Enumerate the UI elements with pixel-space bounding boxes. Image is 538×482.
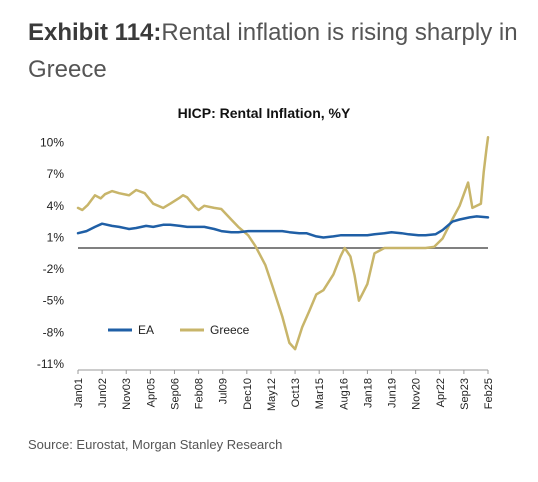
source-note: Source: Eurostat, Morgan Stanley Researc… <box>28 437 283 452</box>
exhibit-title: Rental inflation is rising sharply in Gr… <box>28 19 518 83</box>
y-tick-label: 7% <box>47 167 65 181</box>
y-tick-label: -11% <box>37 357 64 371</box>
x-tick-label: Apr05 <box>145 378 157 407</box>
x-tick-label: Jun02 <box>97 378 109 408</box>
x-tick-label: Jan18 <box>362 378 374 408</box>
x-tick-label: Nov03 <box>121 378 133 410</box>
x-tick-label: Aug16 <box>338 378 350 410</box>
x-tick-label: Nov20 <box>411 378 423 410</box>
x-tick-label: Feb25 <box>483 378 495 409</box>
x-tick-label: May12 <box>266 378 278 411</box>
rental-inflation-chart: HICP: Rental Inflation, %Y 10% 7% 4% 1% -2% -… <box>37 105 495 411</box>
legend-ea-label: EA <box>138 323 154 337</box>
x-tick-label: Sep06 <box>169 378 181 410</box>
x-tick-label: Dec10 <box>242 378 254 410</box>
series-line-greece <box>76 136 490 351</box>
exhibit-label: Exhibit 114: <box>28 19 162 46</box>
legend: EA Greece <box>108 323 250 337</box>
exhibit-heading: Exhibit 114:Rental inflation is rising s… <box>28 14 528 88</box>
legend-greece-label: Greece <box>210 323 250 337</box>
x-tick-label: Sep23 <box>459 378 471 410</box>
x-axis: Jan01 Jun02 Nov03 Apr05 Sep06 Feb08 Jul09 Dec10… <box>73 369 495 411</box>
y-tick-label: -2% <box>43 262 65 276</box>
series-line-ea <box>76 215 490 239</box>
y-axis: 10% 7% 4% 1% -2% -5% -8% -11% <box>37 136 64 371</box>
x-tick-label: Jul09 <box>218 378 230 404</box>
y-tick-label: -8% <box>43 325 65 339</box>
x-tick-label: Apr22 <box>435 378 447 407</box>
x-tick-label: Mar15 <box>314 378 326 409</box>
y-tick-label: 1% <box>47 230 65 244</box>
y-tick-label: 4% <box>47 199 65 213</box>
y-tick-label: 10% <box>40 136 64 150</box>
chart-title: HICP: Rental Inflation, %Y <box>178 105 351 121</box>
x-tick-label: Jun19 <box>387 378 399 408</box>
x-tick-label: Feb08 <box>194 378 206 409</box>
x-tick-label: Jan01 <box>73 378 85 408</box>
series-layer <box>76 136 490 351</box>
y-tick-label: -5% <box>43 294 65 308</box>
x-tick-label: Oct13 <box>290 378 302 407</box>
